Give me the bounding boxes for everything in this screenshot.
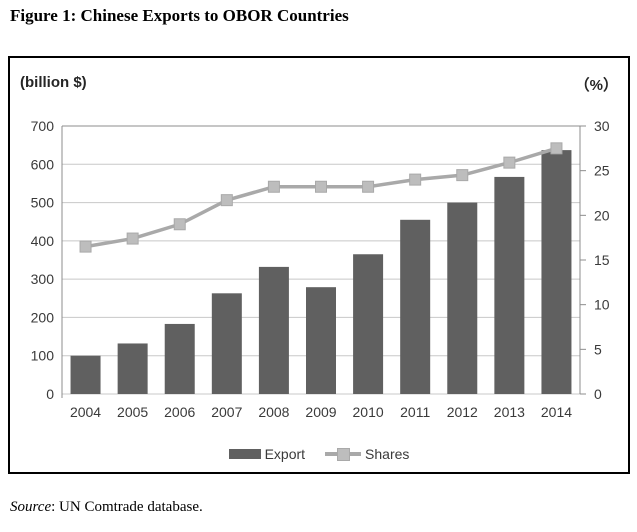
marker-2004 xyxy=(79,240,92,253)
x-axis-label: 2004 xyxy=(70,404,101,420)
right-axis-tick-label: 25 xyxy=(594,163,610,179)
left-axis-tick-label: 200 xyxy=(31,309,55,325)
bar-2011 xyxy=(400,219,431,394)
export-bar-swatch xyxy=(228,449,261,459)
legend: Export Shares xyxy=(10,444,628,464)
legend-label-shares: Shares xyxy=(365,446,410,462)
left-axis-tick-label: 600 xyxy=(31,156,55,172)
x-axis-label: 2012 xyxy=(447,404,478,420)
right-axis-tick-label: 20 xyxy=(594,207,610,223)
left-axis-tick-label: 400 xyxy=(31,233,55,249)
source-label: Source xyxy=(10,499,52,515)
bar-2009 xyxy=(306,287,336,394)
x-axis-label: 2006 xyxy=(164,404,195,420)
marker-2008 xyxy=(267,180,280,193)
x-axis-label: 2008 xyxy=(258,404,289,420)
left-axis-tick-label: 300 xyxy=(31,271,55,287)
bar-2014 xyxy=(541,150,572,394)
marker-2012 xyxy=(456,169,469,182)
marker-2011 xyxy=(409,173,422,186)
figure-title: Figure 1: Chinese Exports to OBOR Countr… xyxy=(10,6,349,25)
shares-line-swatch xyxy=(325,448,362,461)
source-text: : UN Comtrade database. xyxy=(51,499,203,515)
left-axis-unit-label: (billion $) xyxy=(20,74,87,91)
left-axis-tick-label: 100 xyxy=(31,348,55,364)
right-axis-tick-label: 15 xyxy=(594,252,610,268)
x-axis-label: 2014 xyxy=(541,404,572,420)
marker-2005 xyxy=(126,232,139,245)
bar-2013 xyxy=(494,176,525,394)
x-axis-label: 2010 xyxy=(353,404,384,420)
x-axis-label: 2007 xyxy=(211,404,242,420)
right-axis-tick-label: 5 xyxy=(594,341,602,357)
x-axis-label: 2013 xyxy=(494,404,525,420)
right-axis-tick-label: 30 xyxy=(594,118,610,134)
bar-2007 xyxy=(211,293,242,394)
right-axis-unit-label: （%） xyxy=(574,77,618,94)
bar-2008 xyxy=(258,266,289,394)
combo-chart: 0 100 200 300 400 500 600 700 0 5 10 15 20 25 30 2004 20… xyxy=(31,118,610,420)
bar-2010 xyxy=(353,254,384,394)
chart-frame: (billion $) （%） 0 100 200 300 400 500 600 700 0 5… xyxy=(8,56,630,474)
left-axis-tick-label: 0 xyxy=(46,386,54,402)
legend-item-shares: Shares xyxy=(325,446,409,462)
left-axis-tick-label: 700 xyxy=(31,118,55,134)
marker-2007 xyxy=(220,194,233,207)
marker-2010 xyxy=(362,180,375,193)
left-axis-tick-label: 500 xyxy=(31,195,55,211)
x-axis-label: 2011 xyxy=(400,404,430,420)
legend-item-export: Export xyxy=(228,446,306,462)
marker-2014 xyxy=(550,142,563,155)
right-axis-tick-label: 10 xyxy=(594,297,610,313)
source-note: Source: UN Comtrade database. xyxy=(10,499,203,516)
legend-label-export: Export xyxy=(264,446,306,462)
bar-2004 xyxy=(70,355,101,394)
marker-2006 xyxy=(173,218,186,231)
bar-2012 xyxy=(447,202,478,394)
x-axis-label: 2005 xyxy=(117,404,148,420)
shares-marker-swatch xyxy=(337,448,351,461)
shares-line xyxy=(85,146,557,249)
bar-2006 xyxy=(164,323,195,394)
bar-2005 xyxy=(117,343,148,394)
x-axis-label: 2009 xyxy=(305,404,336,420)
marker-2009 xyxy=(315,180,327,193)
marker-2013 xyxy=(503,156,516,169)
right-axis-tick-label: 0 xyxy=(594,386,602,402)
